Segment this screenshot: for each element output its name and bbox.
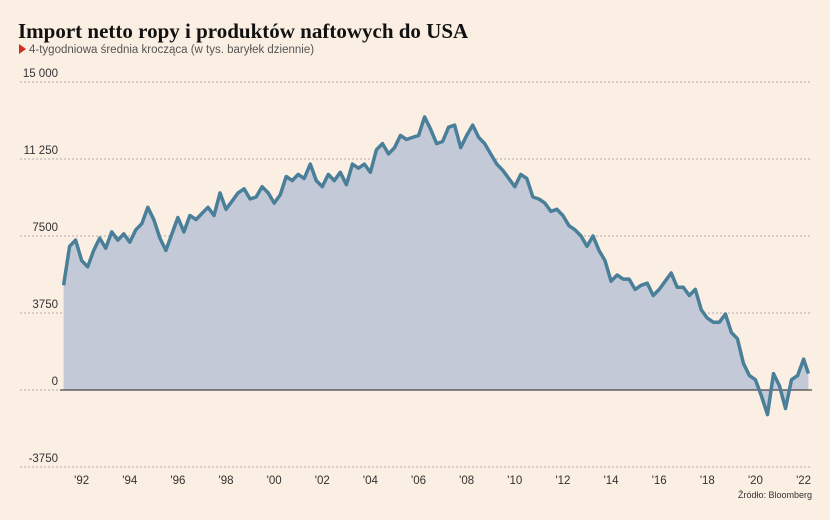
x-tick-label: '08: [459, 475, 474, 487]
x-tick-label: '12: [555, 475, 570, 487]
x-tick-label: '98: [219, 475, 234, 487]
x-tick-label: '04: [363, 475, 379, 487]
x-tick-label: '18: [700, 475, 715, 487]
x-tick-label: '06: [411, 475, 426, 487]
x-tick-label: '02: [315, 475, 330, 487]
chart-title: Import netto ropy i produktów naftowych …: [18, 19, 469, 43]
y-tick-label: 11 250: [24, 145, 58, 157]
x-tick-label: '14: [604, 475, 620, 487]
x-tick-label: '20: [748, 475, 763, 487]
x-tick-label: '00: [267, 475, 282, 487]
y-tick-label: 0: [52, 376, 58, 388]
x-tick-label: '96: [170, 475, 185, 487]
line: [61, 115, 811, 417]
x-tick-label: '92: [74, 475, 89, 487]
y-tick-label: -3750: [29, 453, 58, 465]
area: [63, 116, 809, 415]
y-tick-label: 7500: [32, 222, 58, 234]
x-tick-label: '16: [652, 475, 667, 487]
y-tick-label: 15 000: [23, 68, 58, 80]
x-tick-label: '94: [122, 475, 138, 487]
x-tick-label: '22: [796, 475, 811, 487]
chart-subtitle: 4-tygodniowa średnia krocząca (w tys. ba…: [29, 44, 314, 56]
x-tick-label: '10: [507, 475, 522, 487]
y-tick-label: 3750: [32, 299, 58, 311]
subtitle-marker: [19, 44, 26, 54]
source: Źródło: Bloomberg: [738, 490, 812, 500]
